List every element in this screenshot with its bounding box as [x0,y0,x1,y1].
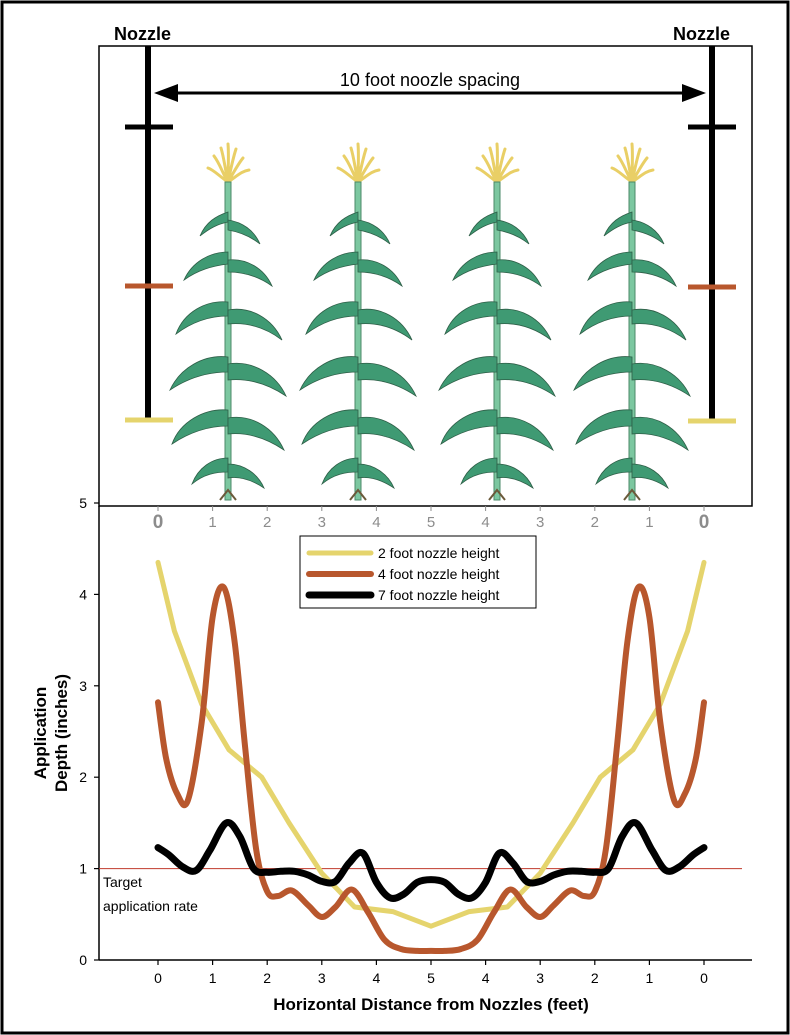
x-tick-label: 2 [263,970,271,986]
series-line-2 [155,583,707,955]
corn-field-illustration: Nozzle Nozzle 10 foot noozle spacing [98,24,753,507]
illustration-frame [98,45,753,507]
x-tick-label: 4 [373,970,381,986]
target-label-line2: application rate [103,898,198,914]
x-tick-label: 1 [646,970,654,986]
spacing-arrow-head-left [154,84,178,102]
top-scale-tick-label: 3 [536,514,544,531]
y-axis-ticks: 0 1 2 3 4 5 [79,495,99,968]
y-axis-title-line1: Application [31,687,50,780]
y-tick-label: 4 [79,586,87,602]
top-scale-tick-label: 1 [645,514,653,531]
legend-label-2: 4 foot nozzle height [378,566,500,582]
x-tick-label: 0 [700,970,708,986]
top-scale-tick-label: 4 [481,514,489,531]
top-scale-tick-label: 0 [153,512,164,533]
series-layer [154,559,708,955]
x-tick-label: 0 [154,970,162,986]
y-axis-title-line2: Depth (inches) [52,674,71,792]
spacing-arrow-head-right [682,84,706,102]
x-tick-label: 2 [591,970,599,986]
y-tick-label: 2 [79,769,87,785]
top-scale-tick-label: 2 [263,514,271,531]
nozzle-spacing-label: 10 foot noozle spacing [340,70,520,90]
top-scale-tick-label: 2 [591,514,599,531]
x-tick-label: 1 [209,970,217,986]
top-scale-tick-label: 5 [427,514,435,531]
y-tick-label: 3 [79,678,87,694]
target-label-line1: Target [103,874,142,890]
x-tick-label: 3 [318,970,326,986]
series-line-1 [155,559,707,929]
top-distance-scale: 0 1 2 3 4 5 4 3 2 1 0 [153,506,710,533]
x-tick-label: 4 [482,970,490,986]
series-line-3 [154,819,708,902]
x-axis-title: Horizontal Distance from Nozzles (feet) [273,995,589,1014]
y-tick-label: 0 [79,952,87,968]
chart-plot-area: 0 1 2 3 4 5 0 1 2 3 4 5 4 3 2 1 0 Target application ra… [31,495,752,1014]
x-axis-ticks: 0 1 2 3 4 5 4 3 2 1 0 [154,960,708,986]
nozzle-label-left: Nozzle [114,24,171,44]
legend-label-3: 7 foot nozzle height [378,587,500,603]
x-tick-label: 3 [536,970,544,986]
nozzle-label-right: Nozzle [673,24,730,44]
x-tick-label: 5 [427,970,435,986]
top-scale-tick-label: 3 [318,514,326,531]
top-scale-tick-label: 0 [699,512,710,533]
chart-legend: 2 foot nozzle height 4 foot nozzle height… [299,535,537,609]
y-tick-label: 5 [79,495,87,511]
legend-label-1: 2 foot nozzle height [378,545,500,561]
top-scale-tick-label: 1 [208,514,216,531]
top-scale-tick-label: 4 [372,514,380,531]
y-tick-label: 1 [79,861,87,877]
